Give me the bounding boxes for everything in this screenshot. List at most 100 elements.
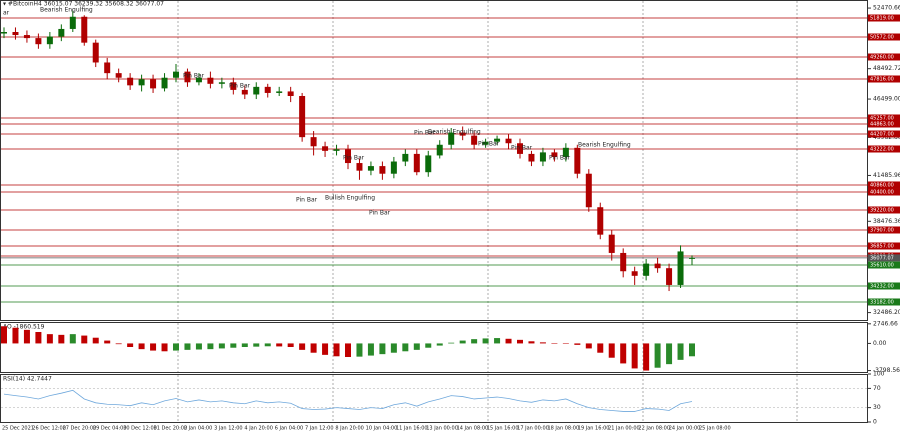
candle-body xyxy=(620,252,627,272)
candle-body xyxy=(528,153,535,162)
x-tick-label: 21 Jan 00:00 xyxy=(608,426,640,432)
candle-body xyxy=(345,149,351,164)
ao-bar xyxy=(436,343,443,346)
ao-bar xyxy=(689,343,695,357)
ao-bar xyxy=(81,335,88,344)
level-label: 40400.00 xyxy=(870,190,894,196)
pattern-annotation: Pin Bar xyxy=(296,197,318,204)
level-label: 37907.00 xyxy=(870,227,894,233)
level-label-box xyxy=(868,181,900,189)
ao-bar xyxy=(654,343,661,368)
ao-bar xyxy=(241,343,248,347)
ao-bar xyxy=(608,343,615,358)
chart-sublabel: ar xyxy=(3,10,10,17)
candle-body xyxy=(184,71,191,83)
y-tick-label: 2746.66 xyxy=(873,320,898,327)
ao-bar xyxy=(23,329,30,344)
candle-body xyxy=(241,89,248,95)
ao-bar xyxy=(482,338,489,344)
candle-body xyxy=(310,137,317,147)
candle-body xyxy=(264,86,271,93)
x-tick-label: 4 Jan 20:00 xyxy=(244,426,272,432)
candle-body xyxy=(253,86,260,95)
ao-bar xyxy=(127,343,134,347)
candle-body xyxy=(505,138,512,144)
x-tick-label: 10 Jan 04:00 xyxy=(366,426,398,432)
ao-bar xyxy=(367,343,374,356)
level-label-box xyxy=(868,261,900,269)
ao-bar xyxy=(253,343,260,347)
ao-bar xyxy=(46,334,53,344)
level-label-box xyxy=(868,282,900,290)
candle-body xyxy=(138,79,145,86)
y-tick-label: 0 xyxy=(873,419,877,426)
ao-bar xyxy=(379,343,386,355)
ao-bar xyxy=(425,343,432,348)
ao-bar xyxy=(58,334,65,344)
ao-bar xyxy=(459,340,466,344)
level-label-box xyxy=(868,75,900,83)
level-label: 39220.00 xyxy=(870,207,894,213)
level-label-box xyxy=(868,130,900,138)
candle-body xyxy=(448,132,455,145)
ao-bar xyxy=(173,343,179,351)
level-label: 40860.00 xyxy=(870,182,894,188)
ao-bar xyxy=(448,342,455,344)
pattern-annotation: Pin Bar xyxy=(549,155,571,162)
candle-body xyxy=(207,77,214,84)
candle-body xyxy=(150,79,157,89)
ao-bar xyxy=(585,343,592,349)
level-label: 35610.00 xyxy=(870,262,894,268)
ao-bar xyxy=(322,343,329,355)
ao-bar xyxy=(35,332,42,344)
candle-body xyxy=(517,143,523,154)
level-label: 50572.00 xyxy=(870,34,894,40)
ao-bar xyxy=(517,339,523,344)
ao-bar xyxy=(184,343,191,350)
candle-body xyxy=(12,32,19,36)
candle-body xyxy=(390,161,397,174)
ao-bar xyxy=(310,343,317,353)
level-label-box xyxy=(868,226,900,234)
ao-bar xyxy=(264,343,271,347)
ao-bar xyxy=(12,327,19,344)
x-tick-label: 18 Jan 08:00 xyxy=(547,426,579,432)
candle-body xyxy=(104,62,111,74)
ao-bar xyxy=(161,343,168,352)
candle-body xyxy=(23,35,30,39)
y-tick-label: 32486.20 xyxy=(873,309,900,316)
level-label-box xyxy=(868,33,900,41)
candle-body xyxy=(402,153,409,162)
candle-body xyxy=(677,251,684,285)
pattern-annotation: Pin Bar xyxy=(343,155,365,162)
candle-body xyxy=(562,147,569,157)
ao-bar xyxy=(345,343,351,357)
ao-bar xyxy=(574,343,581,345)
ao-bar xyxy=(92,337,99,344)
candle-body xyxy=(574,147,581,174)
candle-body xyxy=(539,152,546,162)
ao-bar xyxy=(230,343,237,348)
x-tick-label: 6 Jan 04:00 xyxy=(275,426,303,432)
candle-body xyxy=(230,82,237,90)
y-tick-label: 52470.66 xyxy=(873,5,900,12)
candle-body xyxy=(367,166,374,171)
y-tick-label: 48492.72 xyxy=(873,65,900,72)
candle-body xyxy=(299,96,306,138)
ao-bar xyxy=(207,343,214,350)
x-tick-label: 22 Jan 08:00 xyxy=(638,426,670,432)
panel-frame xyxy=(0,0,868,321)
x-tick-label: 7 Jan 12:00 xyxy=(305,426,333,432)
x-tick-label: 26 Dec 12:00 xyxy=(32,426,66,432)
candle-body xyxy=(425,155,432,173)
ao-bar xyxy=(643,343,650,371)
level-label-box xyxy=(868,145,900,153)
x-tick-label: 15 Jan 16:00 xyxy=(487,426,519,432)
ao-bar xyxy=(597,343,604,353)
ao-bar xyxy=(276,343,283,347)
ao-bar xyxy=(562,343,569,344)
candle-body xyxy=(35,38,42,45)
rsi-line xyxy=(3,389,693,412)
candle-body xyxy=(322,146,329,151)
ao-bar xyxy=(115,343,122,345)
